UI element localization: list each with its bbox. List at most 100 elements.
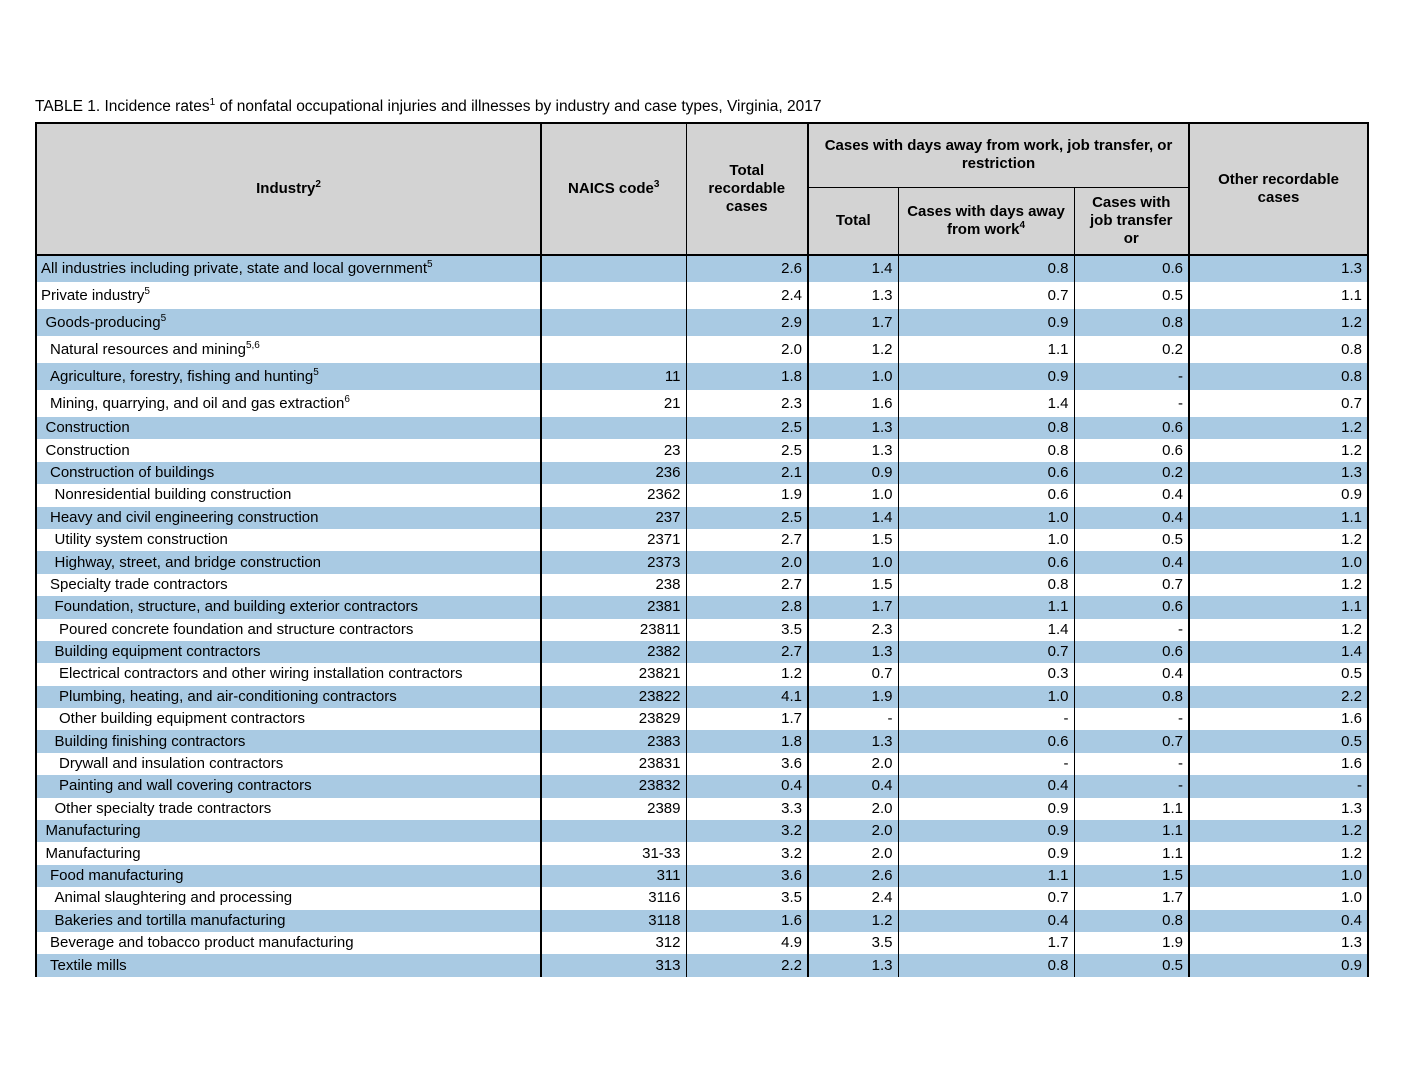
- job-transfer-cell: 0.6: [1073, 640, 1190, 664]
- other-recordable-cell: 1.3: [1188, 797, 1369, 821]
- job-transfer-cell: 1.7: [1073, 887, 1190, 910]
- table-row: Specialty trade contractors 238 2.7 1.5 0.8 0…: [35, 573, 1369, 597]
- col-header-naics: NAICS code3: [540, 122, 687, 256]
- total-recordable-cell: 2.7: [685, 573, 809, 597]
- naics-code-cell: 238: [540, 573, 687, 597]
- job-transfer-cell: 0.2: [1073, 336, 1190, 363]
- naics-code-cell: 3116: [540, 887, 687, 910]
- days-away-cell: 0.4: [897, 775, 1075, 798]
- dart-total-cell: 2.3: [807, 618, 899, 641]
- dart-total-cell: 1.3: [807, 439, 899, 462]
- industry-label: Goods-producing: [45, 313, 161, 331]
- col-header-naics-footnote: 3: [653, 179, 660, 190]
- dart-total-cell: 1.7: [807, 596, 899, 619]
- total-recordable-cell: 2.8: [685, 596, 809, 619]
- industry-label: Animal slaughtering and processing: [54, 889, 293, 907]
- naics-code-cell: [540, 417, 687, 440]
- table-title-suffix: of nonfatal occupational injuries and il…: [215, 98, 822, 115]
- industry-label: Utility system construction: [54, 531, 228, 549]
- col-group-header-days-away-transfer-restriction: Cases with days away from work, job tran…: [806, 122, 1191, 188]
- table-row: Construction 23 2.5 1.3 0.8 0.6 1.2: [35, 439, 1369, 462]
- job-transfer-cell: 0.5: [1073, 282, 1190, 309]
- days-away-cell: 0.6: [897, 484, 1075, 507]
- naics-code-cell: 236: [540, 461, 687, 485]
- naics-code-cell: 23: [540, 439, 687, 462]
- total-recordable-cell: 3.6: [685, 752, 809, 776]
- dart-total-cell: 0.9: [807, 461, 899, 485]
- table-row: Heavy and civil engineering construction…: [35, 506, 1369, 529]
- dart-total-cell: 1.3: [807, 954, 899, 977]
- naics-code-cell: 2362: [540, 484, 687, 507]
- industry-label: Building finishing contractors: [54, 732, 246, 750]
- job-transfer-cell: 0.2: [1073, 461, 1190, 485]
- total-recordable-cell: 1.7: [685, 708, 809, 731]
- industry-cell: Other specialty trade contractors: [35, 797, 542, 821]
- job-transfer-cell: -: [1073, 363, 1190, 390]
- naics-code-cell: 23829: [540, 708, 687, 731]
- industry-label: Natural resources and mining: [50, 340, 246, 358]
- job-transfer-cell: -: [1073, 618, 1190, 641]
- days-away-cell: 0.8: [897, 954, 1075, 977]
- days-away-cell: 0.8: [897, 439, 1075, 462]
- industry-label: All industries including private, state …: [41, 260, 428, 277]
- naics-code-cell: 311: [540, 864, 687, 888]
- incidence-rates-table: Industry2 NAICS code3 Total recordable c…: [35, 122, 1370, 977]
- other-recordable-cell: 1.2: [1188, 309, 1369, 336]
- days-away-cell: 1.0: [897, 506, 1075, 529]
- naics-code-cell: 2371: [540, 528, 687, 552]
- total-recordable-cell: 3.2: [685, 842, 809, 865]
- industry-footnote-marker: 6: [344, 393, 350, 405]
- days-away-cell: 0.9: [897, 797, 1075, 821]
- other-recordable-cell: 1.2: [1188, 618, 1369, 641]
- job-transfer-cell: 0.4: [1073, 551, 1190, 574]
- industry-footnote-marker: 5: [144, 285, 150, 297]
- industry-cell: Construction of buildings: [35, 461, 542, 485]
- naics-code-cell: 2382: [540, 640, 687, 664]
- days-away-cell: 1.1: [897, 864, 1075, 888]
- days-away-cell: 0.6: [897, 730, 1075, 753]
- industry-label: Other specialty trade contractors: [54, 799, 272, 817]
- table-row: Goods-producing5 2.9 1.7 0.9 0.8 1.2: [35, 309, 1369, 336]
- dart-total-cell: 2.6: [807, 864, 899, 888]
- industry-cell: Plumbing, heating, and air-conditioning …: [35, 685, 542, 709]
- total-recordable-cell: 2.6: [685, 255, 809, 282]
- total-recordable-cell: 3.3: [685, 797, 809, 821]
- table-row: Other building equipment contractors 2382…: [35, 708, 1369, 731]
- other-recordable-cell: 1.2: [1188, 842, 1369, 865]
- table-row: Electrical contractors and other wiring …: [35, 663, 1369, 686]
- job-transfer-cell: -: [1073, 775, 1190, 798]
- days-away-cell: 0.4: [897, 909, 1075, 932]
- industry-label: Beverage and tobacco product manufacturi…: [50, 934, 354, 952]
- industry-cell: Construction: [35, 417, 542, 440]
- dart-total-cell: 1.9: [807, 685, 899, 709]
- table-row: Building equipment contractors 2382 2.7 1.3…: [35, 640, 1369, 664]
- other-recordable-cell: 1.3: [1188, 461, 1369, 485]
- col-header-total: Total: [807, 186, 899, 256]
- total-recordable-cell: 0.4: [685, 775, 809, 798]
- job-transfer-cell: 1.1: [1073, 797, 1190, 821]
- days-away-cell: 1.0: [897, 528, 1075, 552]
- table-row: Beverage and tobacco product manufacturi…: [35, 931, 1369, 955]
- industry-cell: Nonresidential building construction: [35, 484, 542, 507]
- col-header-job-transfer: Cases with job transfer or: [1073, 186, 1191, 256]
- table-title-text: TABLE 1. Incidence rates: [35, 98, 210, 115]
- other-recordable-cell: 1.1: [1188, 282, 1369, 309]
- industry-cell: Mining, quarrying, and oil and gas extra…: [35, 390, 542, 417]
- total-recordable-cell: 2.5: [685, 506, 809, 529]
- table-row: Poured concrete foundation and structure…: [35, 618, 1369, 641]
- table-row: Utility system construction 2371 2.7 1.5 1.0…: [35, 528, 1369, 552]
- dart-total-cell: 2.0: [807, 752, 899, 776]
- total-recordable-cell: 2.4: [685, 282, 809, 309]
- job-transfer-cell: 0.4: [1073, 484, 1190, 507]
- total-recordable-cell: 2.5: [685, 417, 809, 440]
- days-away-cell: -: [897, 708, 1075, 731]
- col-header-industry-label: Industry: [256, 180, 316, 197]
- table-title-footnote-marker: 1: [209, 96, 216, 108]
- table-row: Highway, street, and bridge construction…: [35, 551, 1369, 574]
- industry-label: Specialty trade contractors: [50, 575, 228, 593]
- table-row: Animal slaughtering and processing 3116 3.…: [35, 887, 1369, 910]
- dart-total-cell: 0.7: [807, 663, 899, 686]
- naics-code-cell: 23831: [540, 752, 687, 776]
- days-away-cell: 0.9: [897, 842, 1075, 865]
- job-transfer-cell: 1.1: [1073, 842, 1190, 865]
